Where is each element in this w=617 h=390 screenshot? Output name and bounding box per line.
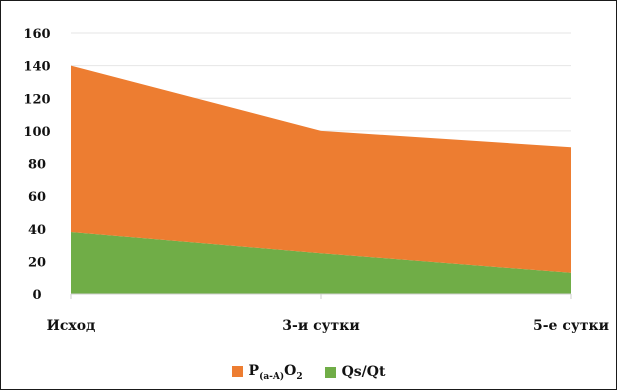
y-tick-label: 100 — [23, 125, 50, 140]
legend-label-paao2-sub: (a-A) — [259, 371, 285, 382]
area-series-1 — [71, 65, 571, 273]
legend-swatch-paao2 — [231, 366, 243, 378]
legend-label-paao2-tail: O — [284, 362, 297, 379]
legend-label-qsqt: Qs/Qt — [341, 364, 386, 380]
legend-item-qsqt: Qs/Qt — [324, 364, 386, 380]
y-tick-label: 120 — [23, 92, 50, 107]
legend-swatch-qsqt — [324, 366, 336, 378]
area-series-0 — [71, 232, 571, 294]
y-tick-label: 80 — [28, 158, 46, 173]
legend-label-paao2-sub2: 2 — [296, 371, 303, 382]
legend: P(a-A)O2 Qs/Qt — [1, 361, 616, 383]
area-chart: 160 140 120 100 80 60 40 20 0 Исход 3-и сутки 5-е с… — [23, 27, 609, 334]
x-tick-label: Исход — [47, 318, 96, 334]
y-tick-label: 140 — [23, 60, 50, 75]
legend-item-paao2: P(a-A)O2 — [231, 363, 303, 382]
y-tick-label: 0 — [32, 288, 41, 303]
y-tick-label: 160 — [23, 27, 50, 42]
x-tick-label: 3-и сутки — [282, 318, 359, 334]
x-tick-label: 5-е сутки — [533, 318, 609, 334]
y-tick-label: 60 — [28, 190, 46, 205]
legend-label-paao2-base: P — [248, 362, 260, 379]
legend-label-paao2: P(a-A)O2 — [249, 363, 303, 382]
y-tick-label: 40 — [28, 223, 46, 238]
y-tick-label: 20 — [28, 255, 46, 270]
